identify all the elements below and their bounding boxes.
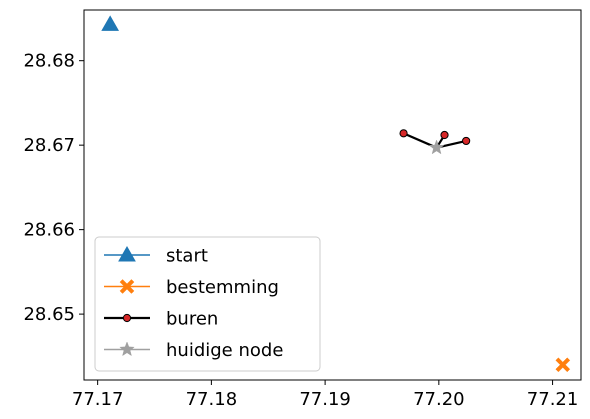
x-tick-label: 77.21 — [527, 389, 579, 410]
legend-label: buren — [166, 309, 218, 330]
y-axis-ticks: 28.65 28.66 28.67 28.68 — [23, 51, 84, 325]
legend-marker — [119, 341, 135, 357]
plot-frame — [83, 9, 582, 381]
x-axis-ticks: 77.17 77.18 77.19 77.20 77.21 — [72, 380, 578, 410]
x-tick-label: 77.18 — [186, 389, 238, 410]
legend: start bestemming buren huidige node — [94, 236, 321, 372]
y-tick-label: 28.67 — [23, 135, 75, 156]
legend-marker — [119, 279, 135, 294]
y-tick-label: 28.68 — [23, 51, 75, 72]
y-tick-label: 28.66 — [23, 220, 75, 241]
point-bestemming — [555, 357, 571, 373]
x-tick-label: 77.17 — [72, 389, 124, 410]
legend-box — [94, 236, 321, 372]
data-marks — [101, 15, 571, 373]
x-tick-label: 77.20 — [413, 389, 465, 410]
point-buren — [399, 129, 408, 138]
y-tick-label: 28.65 — [23, 304, 75, 325]
point-start — [101, 15, 120, 31]
legend-marker — [118, 245, 136, 262]
point-huidige-node — [428, 139, 445, 155]
legend-label: huidige node — [166, 340, 283, 361]
legend-label: start — [166, 246, 208, 267]
x-tick-label: 77.19 — [299, 389, 351, 410]
legend-marker — [122, 313, 132, 323]
point-buren — [462, 136, 471, 146]
point-buren — [440, 130, 449, 140]
legend-label: bestemming — [166, 277, 279, 298]
